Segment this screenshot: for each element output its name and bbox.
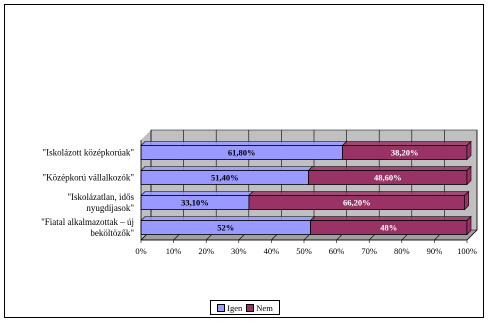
- data-label-igen-3: 52%: [217, 223, 234, 233]
- bar-top-nem-0: [341, 141, 472, 146]
- x-tick-label: 0%: [135, 246, 146, 256]
- bar-end-2: [464, 190, 470, 211]
- x-tick-label: 10%: [166, 246, 182, 256]
- bar-top-nem-1: [307, 166, 472, 171]
- data-label-nem-1: 48,60%: [374, 173, 402, 183]
- category-label-2: nyugdíjasok": [86, 203, 134, 213]
- bar-top-nem-3: [309, 216, 472, 221]
- data-label-igen-2: 33,10%: [181, 198, 209, 208]
- legend-swatch-igen: [217, 303, 226, 312]
- bar-end-1: [466, 165, 472, 186]
- category-label-1: "Középkorú vállalkozók": [42, 173, 134, 183]
- bar-top-igen-1: [140, 166, 314, 171]
- legend-item-nem: Nem: [246, 303, 273, 313]
- bar-end-3: [466, 215, 472, 236]
- legend-swatch-nem: [246, 303, 255, 312]
- x-tick-label: 90%: [427, 246, 443, 256]
- data-label-igen-1: 51,40%: [211, 173, 239, 183]
- legend: Igen Nem: [210, 300, 280, 315]
- x-tick-label: 40%: [264, 246, 280, 256]
- data-label-igen-0: 61,80%: [228, 148, 256, 158]
- legend-item-igen: Igen: [217, 303, 242, 313]
- x-tick-label: 60%: [329, 246, 345, 256]
- legend-label-nem: Nem: [256, 302, 273, 313]
- x-tick-label: 30%: [231, 246, 247, 256]
- x-tick-label: 20%: [198, 246, 214, 256]
- data-label-nem-0: 38,20%: [391, 148, 419, 158]
- category-label-2: "Iskolázatlan, idős: [67, 192, 134, 202]
- data-label-nem-2: 66,20%: [343, 198, 371, 208]
- category-label-3: beköltözők": [90, 228, 134, 238]
- data-label-nem-3: 48%: [380, 223, 397, 233]
- x-tick-label: 80%: [394, 246, 410, 256]
- bar-end-0: [466, 140, 472, 161]
- x-tick-label: 50%: [296, 246, 312, 256]
- bar-top-igen-3: [140, 216, 316, 221]
- bar-top-igen-0: [140, 141, 348, 146]
- floor-gridline: [466, 229, 478, 241]
- x-tick-label: 70%: [361, 246, 377, 256]
- category-label-0: "Iskolázott középkorúak": [42, 148, 134, 158]
- bar-top-nem-2: [248, 191, 470, 196]
- x-tick-label: 100%: [457, 246, 477, 256]
- legend-label-igen: Igen: [227, 302, 243, 313]
- category-label-3: "Fiatal alkalmazottak – új: [41, 217, 134, 227]
- bar-top-igen-2: [140, 191, 254, 196]
